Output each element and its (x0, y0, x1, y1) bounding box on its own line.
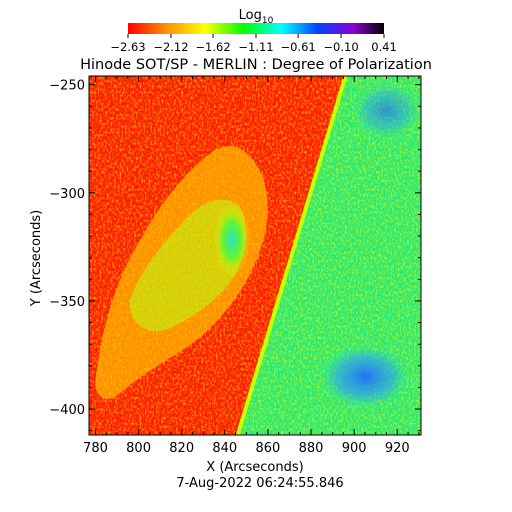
x-tick-label: 780 (83, 441, 108, 456)
x-tick-label: 880 (299, 441, 324, 456)
limb-line (235, 76, 348, 435)
colorbar-tick-label: −1.11 (238, 40, 273, 54)
x-tick-label: 920 (385, 441, 410, 456)
y-tick-label: −400 (49, 403, 85, 418)
colorbar-gradient (128, 23, 384, 34)
colorbar-tick-label: −1.62 (195, 40, 230, 54)
x-tick-label: 840 (212, 441, 237, 456)
chart-subtitle: 7-Aug-2022 06:24:55.846 (176, 476, 343, 491)
x-axis-label: X (Arcseconds) (206, 460, 303, 475)
y-axis: −400 −350 −300 −250 (49, 79, 421, 432)
colorbar-tick-label: −0.10 (323, 40, 358, 54)
colorbar-label: Log10 (239, 8, 274, 26)
plot-frame (88, 75, 422, 436)
chart-title: Hinode SOT/SP - MERLIN : Degree of Polar… (80, 57, 432, 73)
x-tick-label: 800 (126, 441, 151, 456)
x-tick-label: 860 (256, 441, 281, 456)
y-axis-label: Y (Arcseconds) (29, 210, 44, 307)
blue-patch-high (350, 80, 421, 141)
colorbar-tick-label: −2.12 (153, 40, 188, 54)
x-tick-label: 900 (342, 441, 367, 456)
y-tick-label: −300 (49, 187, 85, 202)
blue-patch-low (316, 342, 413, 411)
colorbar: Log10 −2.63 −2.12 −1.62 −1.11 −0.61 −0.10 0.41 (110, 8, 396, 54)
y-tick-label: −250 (49, 79, 85, 94)
polarization-map (89, 76, 421, 435)
colorbar-tick-label: −0.61 (280, 40, 315, 54)
colorbar-tick-label: 0.41 (371, 40, 397, 54)
colorbar-tick-label: −2.63 (110, 40, 145, 54)
x-tick-label: 820 (169, 441, 194, 456)
x-axis: 780 800 820 840 860 880 900 920 (83, 76, 420, 456)
active-region-core (214, 204, 250, 276)
y-tick-label: −350 (49, 295, 85, 310)
